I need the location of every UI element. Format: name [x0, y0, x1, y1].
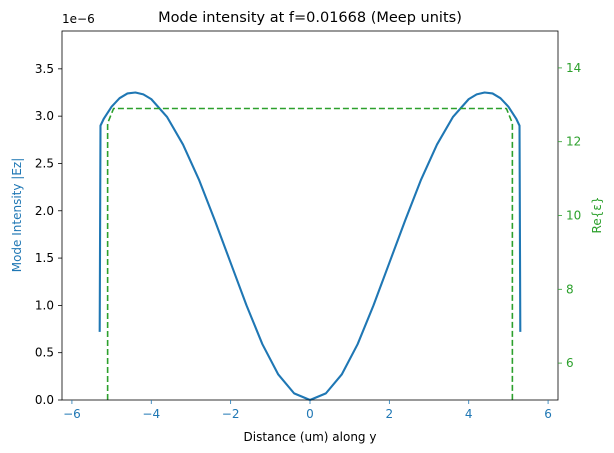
y-left-tick-label: 3.0	[35, 109, 54, 123]
y-left-tick-label: 0.5	[35, 346, 54, 360]
x-tick-label: −6	[63, 407, 81, 421]
x-tick-label: 0	[306, 407, 314, 421]
x-tick-label: −2	[222, 407, 240, 421]
y-right-axis-label: Re{ε}	[590, 197, 604, 234]
y-right-tick-label: 10	[566, 209, 581, 223]
y-left-tick-label: 2.0	[35, 204, 54, 218]
x-tick-label: 4	[465, 407, 473, 421]
y-left-axis-label: Mode Intensity |Ez|	[10, 158, 24, 273]
y-right-tick-label: 14	[566, 61, 581, 75]
y-left-tick-label: 0.0	[35, 393, 54, 407]
series-line-epsilon	[106, 107, 514, 400]
y-right-tick-label: 6	[566, 356, 574, 370]
x-axis-label: Distance (um) along y	[244, 430, 377, 444]
y-right-axis-ticks: 6 8 10 12 14	[558, 61, 581, 370]
y-left-tick-label: 1.5	[35, 251, 54, 265]
x-tick-label: 6	[544, 407, 552, 421]
x-tick-label: −4	[142, 407, 160, 421]
y-left-tick-label: 1.0	[35, 298, 54, 312]
y-left-tick-label: 2.5	[35, 156, 54, 170]
chart-title: Mode intensity at f=0.01668 (Meep units)	[158, 10, 462, 26]
y-left-offset-text: 1e−6	[62, 12, 95, 26]
y-left-axis-ticks: 0.0 0.5 1.0 1.5 2.0 2.5 3.0 3.5	[35, 62, 62, 407]
x-tick-label: 2	[386, 407, 394, 421]
y-right-tick-label: 8	[566, 282, 574, 296]
y-right-tick-label: 12	[566, 135, 581, 149]
x-axis-ticks: −6 −4 −2 0 2 4 6	[63, 400, 552, 421]
y-left-tick-label: 3.5	[35, 62, 54, 76]
